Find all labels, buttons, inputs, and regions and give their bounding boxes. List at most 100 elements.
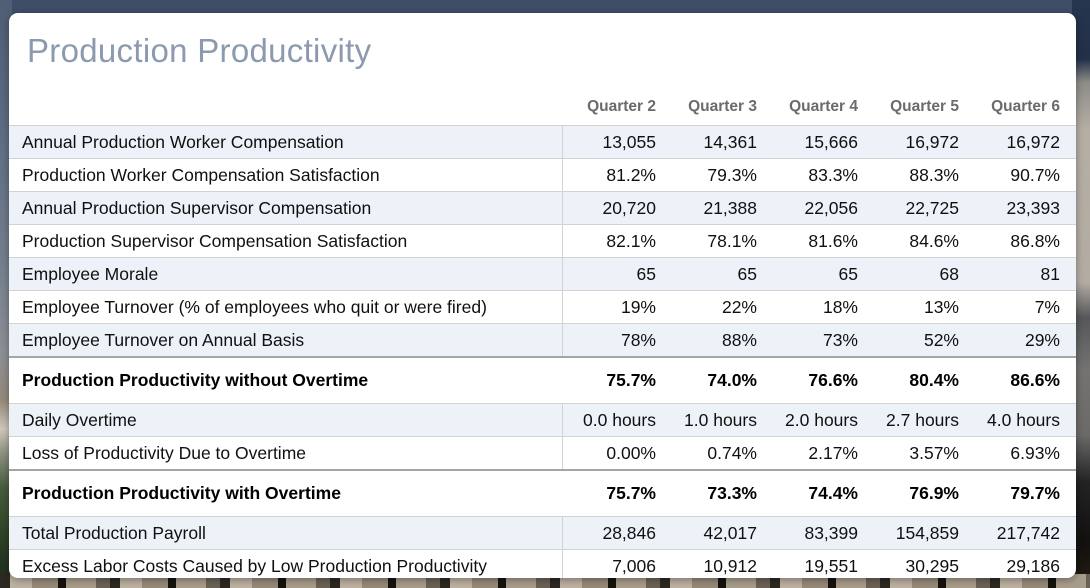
value-cell: 0.74% <box>663 436 764 470</box>
value-cell: 90.7% <box>966 158 1076 192</box>
page-title: Production Productivity <box>27 32 372 69</box>
value-cell: 75.7% <box>562 356 663 404</box>
value-cell: 18% <box>764 290 865 324</box>
value-cell: 68 <box>865 257 966 291</box>
value-cell: 74.4% <box>764 469 865 517</box>
value-cell: 217,742 <box>966 516 1076 550</box>
row-label-cell: Excess Labor Costs Caused by Low Product… <box>9 549 563 578</box>
row-label-cell: Annual Production Worker Compensation <box>9 125 563 159</box>
productivity-table: Quarter 2 Quarter 3 Quarter 4 Quarter 5 Quar… <box>9 74 1076 578</box>
table-header: Quarter 2 Quarter 3 Quarter 4 Quarter 5 Quar… <box>9 74 1076 126</box>
value-cell: 28,846 <box>562 516 663 550</box>
table-row: Production Supervisor Compensation Satis… <box>9 224 1076 258</box>
value-cell: 15,666 <box>764 125 865 159</box>
table-row: Annual Production Worker Compensation 13,… <box>9 125 1076 159</box>
value-cell: 73.3% <box>663 469 764 517</box>
value-cell: 52% <box>865 323 966 357</box>
value-cell: 0.0 hours <box>562 403 663 437</box>
value-cell: 84.6% <box>865 224 966 258</box>
value-cell: 0.00% <box>562 436 663 470</box>
value-cell: 42,017 <box>663 516 764 550</box>
value-cell: 3.57% <box>865 436 966 470</box>
value-cell: 22,725 <box>865 191 966 225</box>
value-cell: 86.8% <box>966 224 1076 258</box>
value-cell: 19,551 <box>764 549 865 578</box>
column-header: Quarter 6 <box>991 98 1060 115</box>
row-label-cell: Total Production Payroll <box>9 516 563 550</box>
row-label-cell: Production Supervisor Compensation Satis… <box>9 224 563 258</box>
row-label-cell: Daily Overtime <box>9 403 563 437</box>
value-cell: 65 <box>764 257 865 291</box>
report-card: Production Productivity Quarter 2 Quarter… <box>9 13 1076 578</box>
column-header: Quarter 2 <box>587 98 656 115</box>
table-header-row: Quarter 2 Quarter 3 Quarter 4 Quarter 5 Quar… <box>9 74 1076 126</box>
value-cell: 7% <box>966 290 1076 324</box>
value-cell: 16,972 <box>966 125 1076 159</box>
header-spacer-cell <box>9 74 562 126</box>
value-cell: 21,388 <box>663 191 764 225</box>
value-cell: 65 <box>663 257 764 291</box>
row-label-cell: Production Worker Compensation Satisfact… <box>9 158 563 192</box>
column-header: Quarter 3 <box>688 98 757 115</box>
value-cell: 88.3% <box>865 158 966 192</box>
value-cell: 30,295 <box>865 549 966 578</box>
value-cell: 2.0 hours <box>764 403 865 437</box>
value-cell: 29,186 <box>966 549 1076 578</box>
row-label-cell: Production Productivity without Overtime <box>9 356 562 404</box>
table-row: Annual Production Supervisor Compensatio… <box>9 191 1076 225</box>
row-label-cell: Loss of Productivity Due to Overtime <box>9 436 563 470</box>
value-cell: 75.7% <box>562 469 663 517</box>
value-cell: 13,055 <box>562 125 663 159</box>
value-cell: 22% <box>663 290 764 324</box>
value-cell: 83,399 <box>764 516 865 550</box>
value-cell: 83.3% <box>764 158 865 192</box>
value-cell: 80.4% <box>865 356 966 404</box>
value-cell: 73% <box>764 323 865 357</box>
table-row: Production Worker Compensation Satisfact… <box>9 158 1076 192</box>
row-label-cell: Employee Turnover on Annual Basis <box>9 323 563 357</box>
value-cell: 14,361 <box>663 125 764 159</box>
value-cell: 13% <box>865 290 966 324</box>
value-cell: 23,393 <box>966 191 1076 225</box>
row-label-cell: Employee Morale <box>9 257 563 291</box>
table-row: Loss of Productivity Due to Overtime 0.00… <box>9 436 1076 470</box>
table-row: Employee Turnover (% of employees who qu… <box>9 290 1076 324</box>
value-cell: 2.17% <box>764 436 865 470</box>
table-row: Production Productivity with Overtime 75.… <box>9 469 1076 517</box>
value-cell: 79.7% <box>966 469 1076 517</box>
value-cell: 79.3% <box>663 158 764 192</box>
value-cell: 1.0 hours <box>663 403 764 437</box>
value-cell: 78.1% <box>663 224 764 258</box>
value-cell: 154,859 <box>865 516 966 550</box>
value-cell: 4.0 hours <box>966 403 1076 437</box>
table-row: Employee Morale 65 65 65 68 81 <box>9 257 1076 291</box>
column-header: Quarter 4 <box>789 98 858 115</box>
value-cell: 76.6% <box>764 356 865 404</box>
value-cell: 81.6% <box>764 224 865 258</box>
value-cell: 2.7 hours <box>865 403 966 437</box>
value-cell: 7,006 <box>562 549 663 578</box>
value-cell: 10,912 <box>663 549 764 578</box>
table-row: Total Production Payroll 28,846 42,017 83,3… <box>9 516 1076 550</box>
value-cell: 74.0% <box>663 356 764 404</box>
column-header: Quarter 5 <box>890 98 959 115</box>
value-cell: 6.93% <box>966 436 1076 470</box>
row-label-cell: Production Productivity with Overtime <box>9 469 562 517</box>
table-row: Production Productivity without Overtime… <box>9 356 1076 404</box>
table-row: Employee Turnover on Annual Basis 78% 88% 7… <box>9 323 1076 357</box>
value-cell: 22,056 <box>764 191 865 225</box>
value-cell: 20,720 <box>562 191 663 225</box>
value-cell: 81 <box>966 257 1076 291</box>
value-cell: 65 <box>562 257 663 291</box>
value-cell: 88% <box>663 323 764 357</box>
table-row: Daily Overtime 0.0 hours 1.0 hours 2.0 hour… <box>9 403 1076 437</box>
value-cell: 16,972 <box>865 125 966 159</box>
value-cell: 81.2% <box>562 158 663 192</box>
table-body: Annual Production Worker Compensation 13,… <box>9 125 1076 578</box>
value-cell: 19% <box>562 290 663 324</box>
value-cell: 29% <box>966 323 1076 357</box>
row-label-cell: Annual Production Supervisor Compensatio… <box>9 191 563 225</box>
row-label-cell: Employee Turnover (% of employees who qu… <box>9 290 563 324</box>
value-cell: 78% <box>562 323 663 357</box>
value-cell: 82.1% <box>562 224 663 258</box>
